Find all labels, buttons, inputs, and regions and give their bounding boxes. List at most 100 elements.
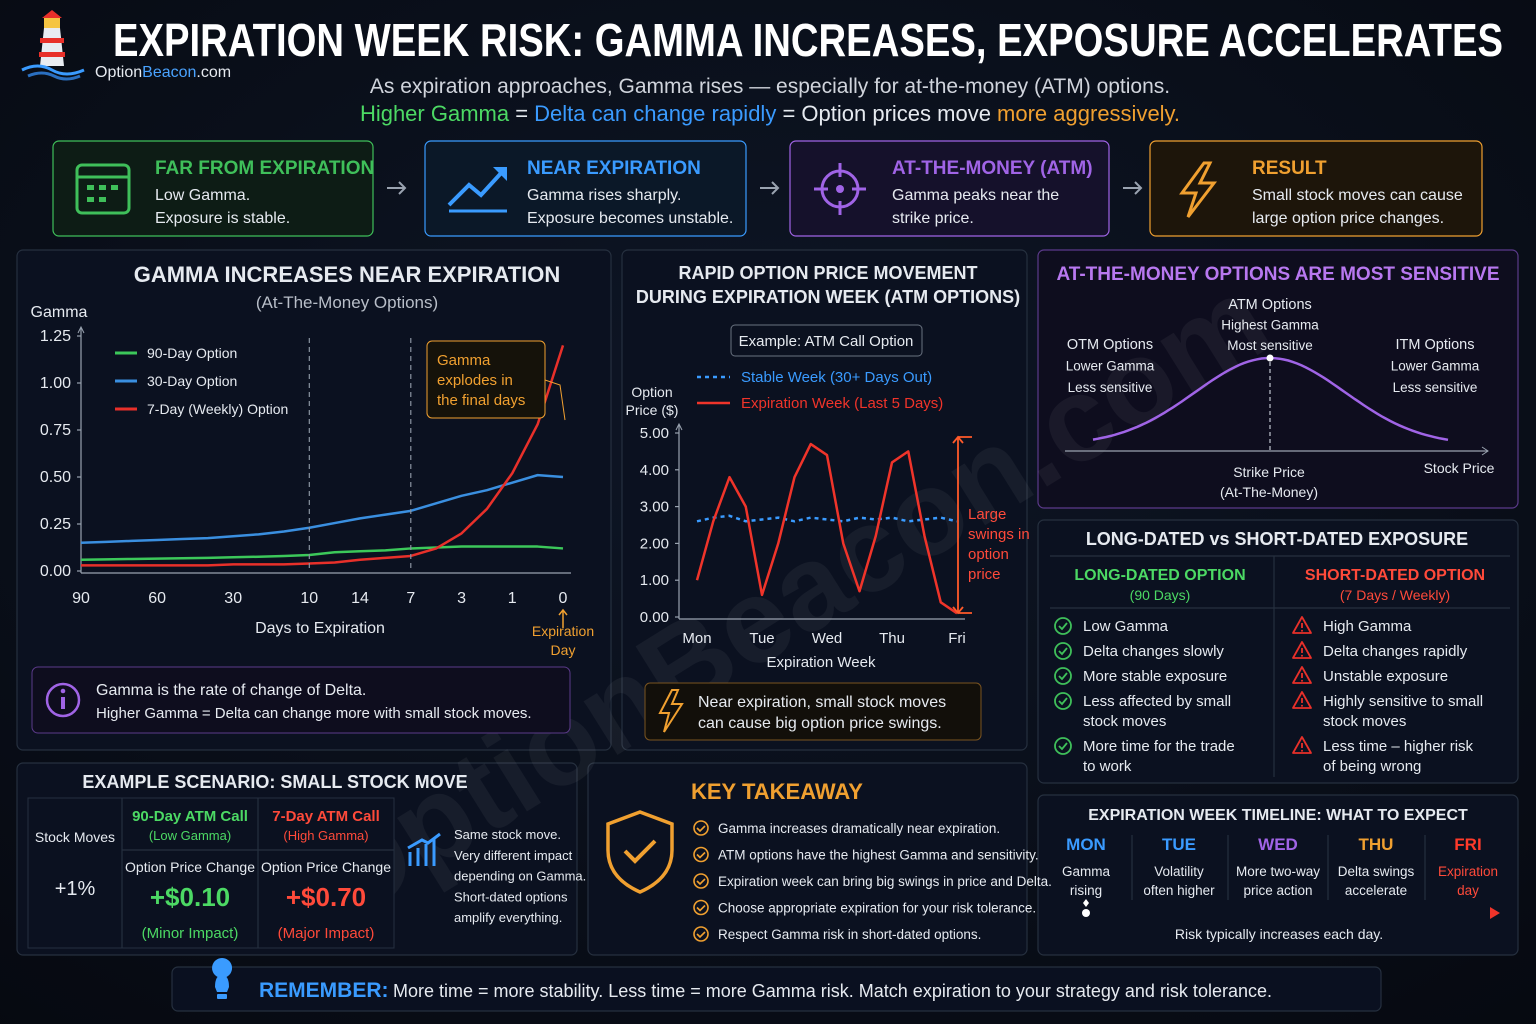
icon [99,185,106,190]
note-text: Higher Gamma = Delta can change more wit… [96,705,532,722]
y-tick-label: 5.00 [640,425,669,442]
step-title: AT-THE-MONEY (ATM) [892,158,1093,179]
curve-label: Most sensitive [1227,338,1313,353]
bulb-icon [212,958,233,992]
check-icon [696,825,706,833]
y-tick-label: 0.25 [40,516,71,533]
day-text: Gamma [1062,864,1111,879]
axis-arrow [675,422,683,431]
day-text: rising [1070,883,1102,898]
day-text: Volatility [1154,864,1204,879]
day-label: WED [1258,835,1298,854]
curve-label: Lower Gamma [1066,359,1155,374]
curve-label: Lower Gamma [1391,359,1480,374]
x-tick-label: 14 [351,590,369,607]
chart-title: RAPID OPTION PRICE MOVEMENT [678,263,977,283]
check-icon [693,899,709,916]
day-text: accelerate [1345,883,1407,898]
x-axis-label: Days to Expiration [255,620,385,637]
page-title: EXPIRATION WEEK RISK: GAMMA INCREASES, E… [113,14,1503,66]
note-text: amplify everything. [454,910,562,925]
info-icon [60,688,66,694]
legend-label: Expiration Week (Last 5 Days) [741,395,943,412]
x-tick-label: Mon [682,630,711,647]
series-line [81,345,565,567]
annotation-box [426,340,546,419]
icon [493,167,507,181]
x-tick-label: 0 [559,590,568,607]
arrow [1123,181,1143,195]
day-text: Expiration [1438,864,1498,879]
info-icon [61,697,65,709]
list-item: stock moves [1323,713,1406,730]
warning-icon [1292,736,1312,754]
list-item: to work [1083,758,1132,775]
curve-label: ATM Options [1228,297,1312,313]
warning-icon [1301,749,1303,752]
logo [21,10,85,81]
y-tick-label: 3.00 [640,499,669,516]
list-item: Less time – higher risk [1323,738,1474,755]
step-text: large option price changes. [1252,210,1444,227]
x-tick-label: Tue [749,630,774,647]
curve-label: OTM Options [1067,337,1153,353]
step-text: Exposure becomes unstable. [527,210,733,227]
table-value: +$0.70 [286,882,366,912]
y-tick-label: 0.00 [640,609,669,626]
list-item: More stable exposure [1083,668,1227,685]
panel-title: EXPIRATION WEEK TIMELINE: WHAT TO EXPECT [1088,807,1468,824]
info-icon [45,682,81,718]
note-box [644,682,982,741]
column-title: LONG-DATED OPTION [1074,567,1245,584]
annotation-arrow [952,435,972,615]
panel [171,966,1382,1012]
column-title: 7-Day ATM Call [272,808,380,825]
panel [1037,794,1519,956]
note-box [31,666,571,734]
x-tick-label: Fri [948,630,966,647]
timeline-dot [1082,909,1090,917]
formula-part: Higher Gamma [360,101,510,126]
check-icon [1058,647,1068,656]
check-icon [696,878,706,886]
annotation-arrow [544,379,566,421]
warning-icon [1292,666,1312,684]
example-box [730,324,923,357]
x-tick-label: 1 [508,590,517,607]
column-title: 90-Day ATM Call [132,808,248,825]
timeline-marker [1083,899,1089,907]
brand: OptionBeacon.com [95,64,231,81]
column-subtitle: (90 Days) [1130,587,1191,603]
icon [87,197,94,202]
x-tick-label: 3 [457,590,466,607]
curve-label: Highest Gamma [1221,318,1319,333]
legend-label: 30-Day Option [147,373,237,389]
list-item: Less affected by small [1083,693,1231,710]
x-tick-label: 7 [406,590,415,607]
panel [52,140,374,237]
annotation: Large [968,506,1006,523]
table-value: +1% [55,878,96,900]
check-icon [1058,697,1068,706]
check-icon [696,851,706,859]
note-icon [658,689,684,733]
x-axis-label: Expiration Week [767,654,876,671]
warning-icon [1292,691,1312,709]
shield-icon [623,839,657,864]
check-icon [693,846,709,863]
step-title: RESULT [1252,158,1327,179]
column-subtitle: (High Gamma) [283,828,368,843]
axis-arrow [1481,446,1489,456]
series-line [80,545,564,561]
check-icon [1054,692,1072,710]
y-tick-label: 1.25 [40,328,71,345]
icon [447,169,505,207]
day-text: often higher [1143,883,1215,898]
warning-icon [1301,629,1303,632]
day-text: Delta swings [1338,864,1415,879]
day-text: price action [1243,883,1312,898]
list-item: Respect Gamma risk in short-dated option… [718,927,981,942]
x-tick-label: 10 [300,590,318,607]
day-label: THU [1359,835,1394,854]
table-header: Option Price Change [261,859,391,875]
